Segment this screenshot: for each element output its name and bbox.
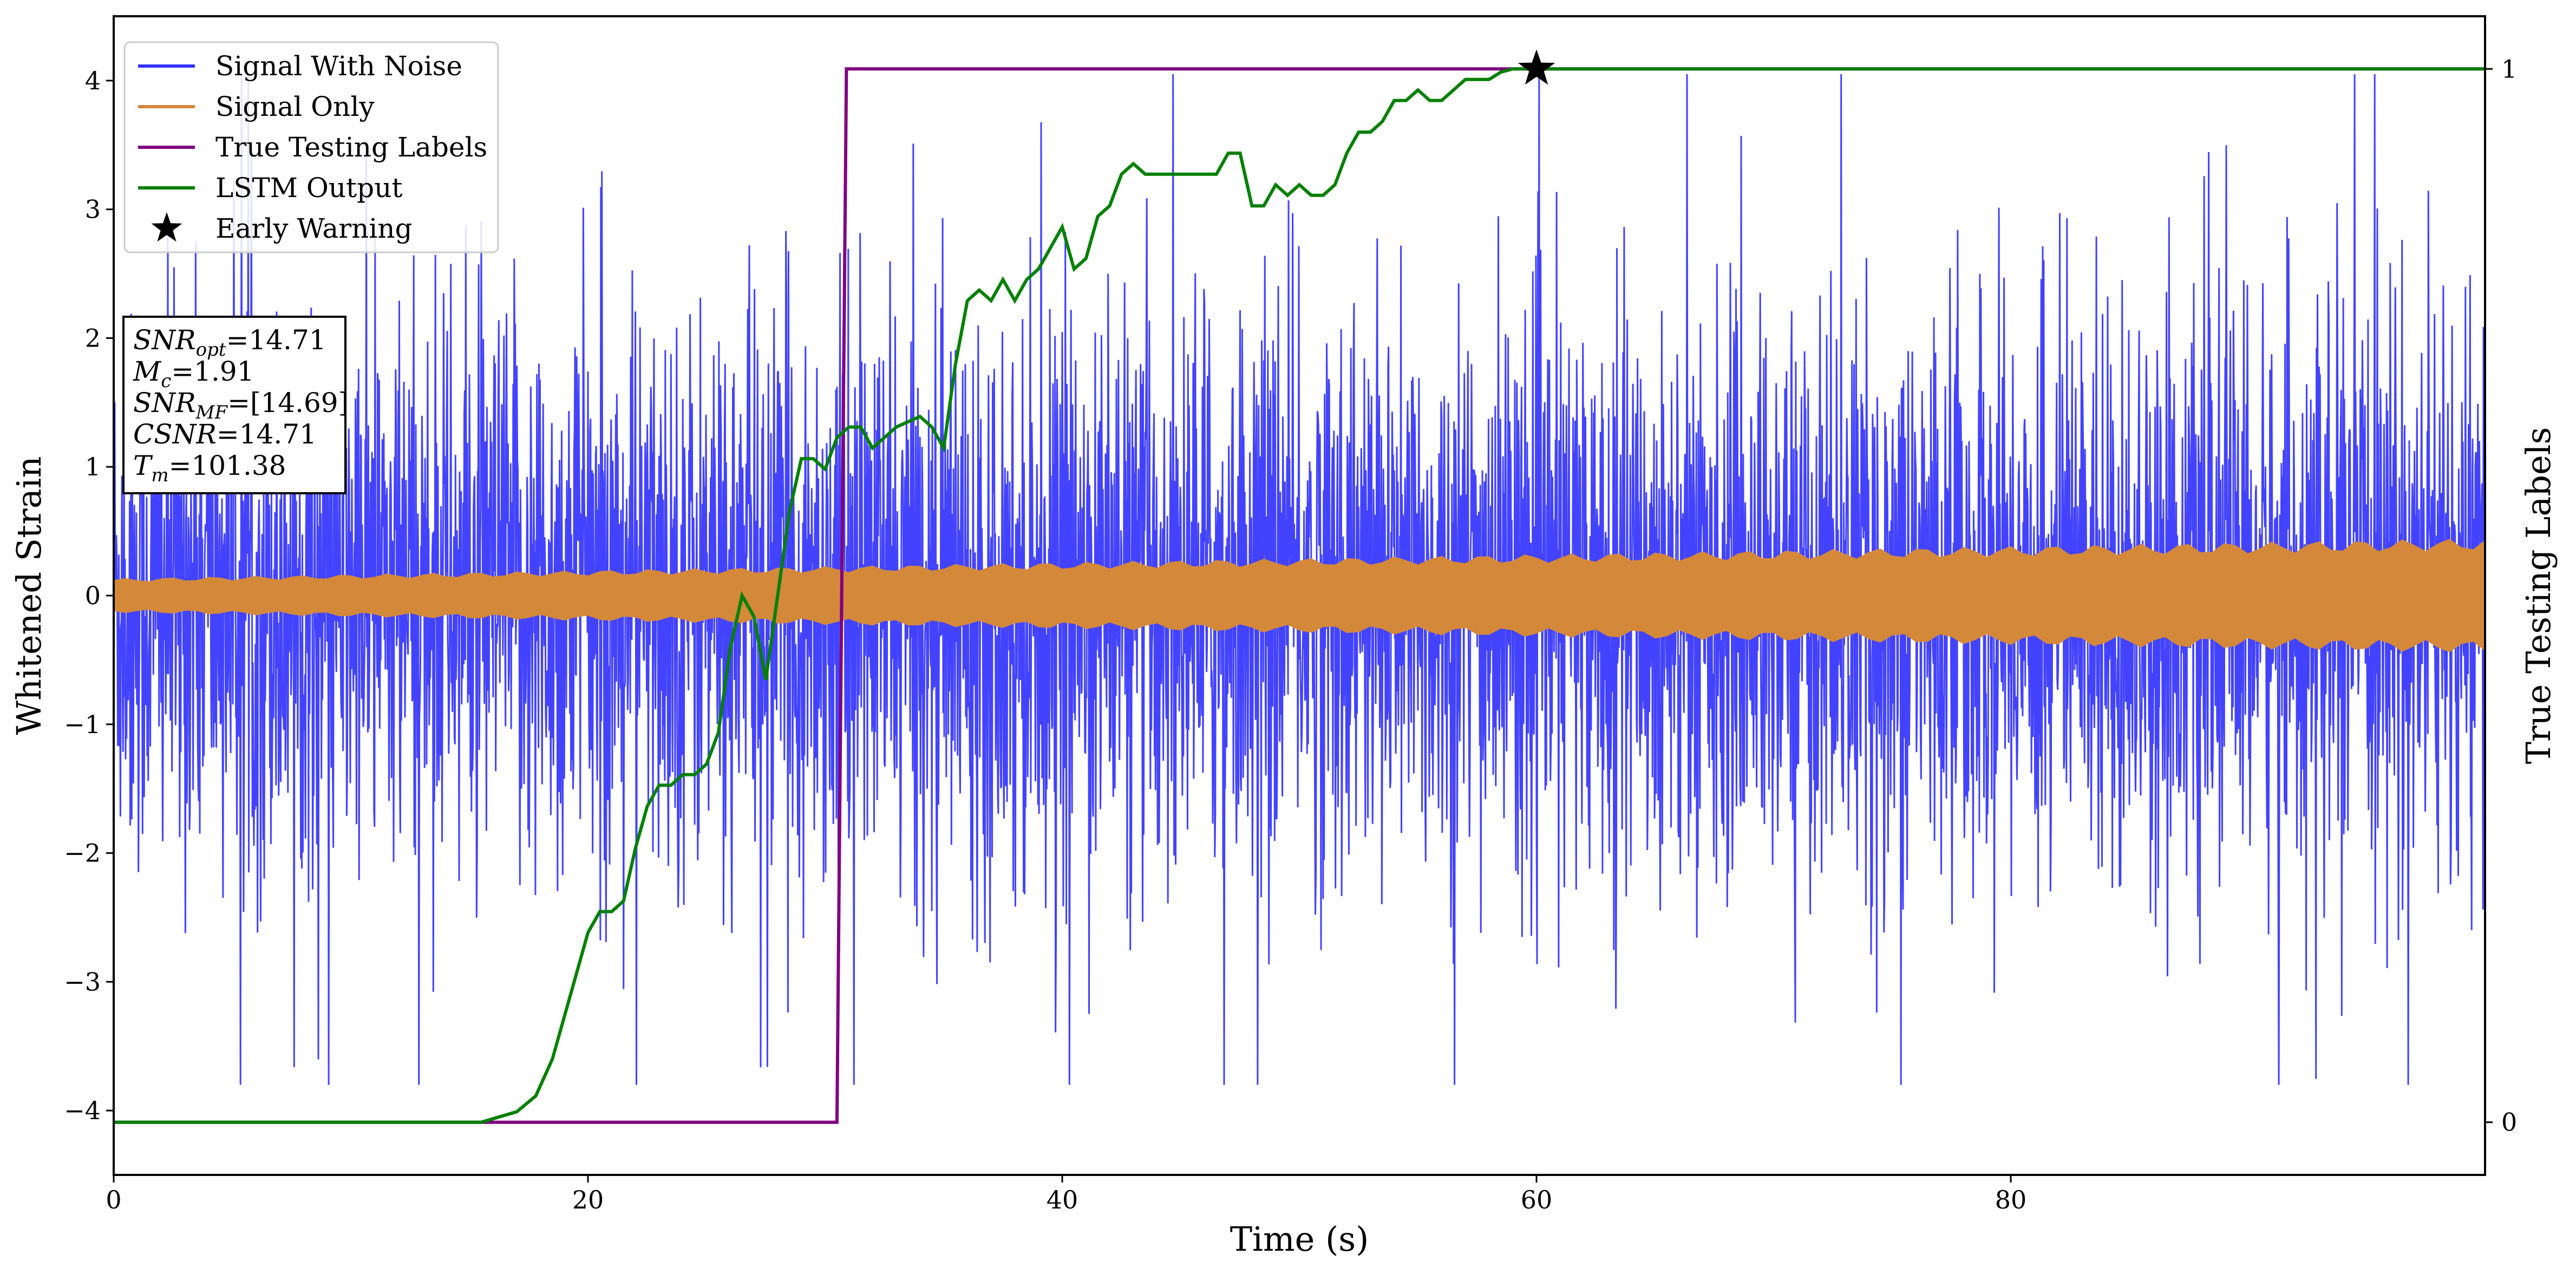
x-tick-label: 80	[1995, 1185, 2027, 1214]
right-y-tick-label: 0	[2501, 1108, 2517, 1137]
info-line: Mc=1.91	[133, 356, 254, 392]
signal-only-band	[114, 539, 2485, 652]
info-line: Tm=101.38	[133, 450, 286, 486]
info-line: SNRopt=14.71	[133, 324, 326, 361]
early-warning-star	[1518, 49, 1555, 85]
legend-label: LSTM Output	[215, 172, 402, 204]
y-tick-label: −3	[64, 967, 101, 996]
info-box-frame	[122, 316, 346, 494]
x-tick-label: 0	[106, 1185, 121, 1214]
y-tick-label: 4	[85, 66, 101, 95]
y-axis-ticks: −4 −3 −2 −1 0 1 2 3 4	[64, 66, 114, 1125]
legend-label: Signal With Noise	[215, 50, 462, 82]
right-y-axis-label: True Testing Labels	[2519, 427, 2558, 765]
signal-with-noise-series	[114, 74, 2485, 1085]
legend-label: True Testing Labels	[215, 132, 487, 163]
x-tick-label: 40	[1047, 1185, 1078, 1214]
x-axis-label: Time (s)	[1230, 1219, 1369, 1259]
legend-label: Early Warning	[215, 213, 413, 244]
y-tick-label: −1	[64, 710, 101, 739]
info-line: CSNR=14.71	[133, 419, 317, 450]
y-axis-label: Whitened Strain	[9, 456, 49, 735]
y-tick-label: 3	[85, 195, 101, 224]
y-tick-label: 2	[85, 323, 101, 352]
legend-label: Signal Only	[215, 91, 375, 122]
x-tick-label: 20	[572, 1185, 604, 1214]
early-warning-marker	[1518, 49, 1555, 85]
signal-only-series	[114, 539, 2485, 652]
lstm-output-line	[114, 67, 2485, 1124]
legend: Signal With Noise Signal Only True Testing…	[123, 41, 499, 253]
right-y-tick-label: 1	[2501, 54, 2517, 83]
y-tick-label: 1	[85, 452, 101, 481]
x-tick-label: 60	[1521, 1185, 1553, 1214]
y-tick-label: 0	[85, 581, 101, 610]
right-y-axis-ticks: 01	[2485, 54, 2517, 1137]
y-tick-label: −4	[64, 1096, 101, 1125]
info-line: SNRMF=[14.69]	[133, 387, 349, 423]
legend-box	[123, 41, 499, 253]
x-axis-ticks: 0 20 40 60 80	[106, 1175, 2026, 1214]
snr-info-box: SNRopt=14.71Mc=1.91SNRMF=[14.69]CSNR=14.…	[122, 316, 349, 494]
signal-with-noise-line	[114, 74, 2485, 1085]
legend-swatch	[151, 212, 182, 242]
lstm-output-series	[114, 67, 2485, 1124]
y-tick-label: −2	[64, 839, 101, 868]
